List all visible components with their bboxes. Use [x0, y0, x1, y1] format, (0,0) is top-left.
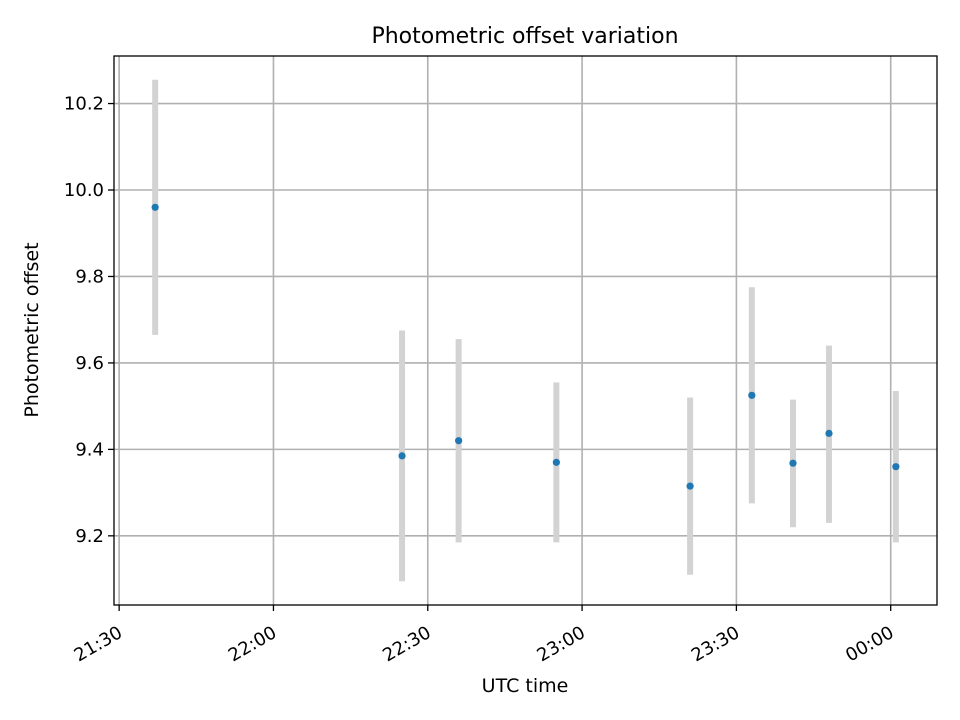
grid-lines	[114, 56, 937, 605]
y-axis-ticks: 9.2 9.4 9.6 9.8 10.0 10.2	[64, 94, 114, 547]
chart-title: Photometric offset variation	[371, 24, 678, 49]
data-point	[825, 429, 833, 437]
x-axis-label: UTC time	[482, 675, 569, 697]
data-point	[789, 459, 797, 467]
y-tick-label: 10.0	[64, 180, 104, 201]
data-point	[686, 482, 694, 490]
data-point	[398, 452, 406, 460]
data-point	[748, 391, 756, 399]
y-tick-label: 9.8	[75, 266, 104, 287]
data-point	[151, 203, 159, 211]
y-tick-label: 10.2	[64, 94, 104, 115]
data-point	[552, 458, 560, 466]
plot-frame	[113, 55, 938, 606]
y-axis-label: Photometric offset	[21, 242, 43, 417]
data-point	[455, 437, 463, 445]
y-tick-label: 9.2	[75, 526, 104, 547]
y-tick-label: 9.4	[75, 439, 104, 460]
y-tick-label: 9.6	[75, 353, 104, 374]
data-points	[151, 203, 900, 490]
data-point	[892, 463, 900, 471]
